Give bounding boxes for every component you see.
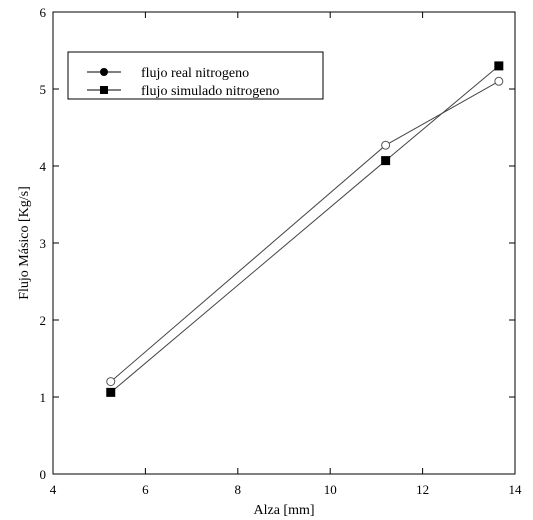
x-axis-title: Alza [mm] [253, 503, 314, 518]
legend-marker-circle [100, 68, 108, 76]
series-layer [106, 61, 504, 397]
axis-ticks [52, 11, 516, 475]
legend: flujo real nitrogeno flujo simulado nitro… [67, 51, 324, 100]
data-point-circle [106, 377, 116, 387]
x-tick-label: 10 [324, 482, 337, 497]
x-tick-label: 14 [509, 482, 523, 497]
x-tick-label: 8 [235, 482, 242, 497]
data-point-square [494, 61, 504, 71]
legend-label: flujo real nitrogeno [141, 66, 249, 81]
x-tick-label: 12 [416, 482, 429, 497]
y-tick-label: 5 [40, 82, 47, 97]
y-tick-label: 2 [40, 313, 47, 328]
legend-box [67, 51, 324, 100]
y-tick-label: 4 [40, 159, 47, 174]
data-point-circle [494, 76, 504, 86]
data-point-square [106, 387, 116, 397]
x-tick-label: 4 [50, 482, 57, 497]
x-tick-label: 6 [142, 482, 149, 497]
y-tick-label: 0 [40, 467, 47, 482]
legend-marker-square [100, 86, 108, 94]
legend-label: flujo simulado nitrogeno [141, 84, 279, 99]
series-line [110, 65, 500, 393]
y-tick-label: 6 [40, 5, 47, 20]
data-point-square [381, 156, 391, 166]
y-tick-label: 3 [40, 236, 47, 251]
y-axis-title: Flujo Másico [Kg/s] [17, 186, 32, 300]
series-line [110, 80, 500, 382]
data-point-circle [381, 140, 391, 150]
legend-items: flujo real nitrogeno flujo simulado nitro… [87, 66, 279, 99]
y-tick-label: 1 [40, 390, 47, 405]
